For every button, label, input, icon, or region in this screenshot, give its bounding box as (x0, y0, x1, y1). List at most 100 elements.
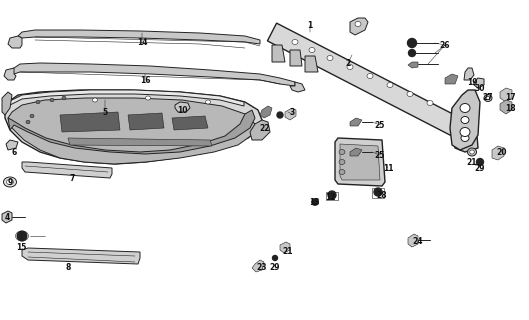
Polygon shape (68, 138, 212, 146)
Circle shape (272, 255, 278, 260)
Text: 26: 26 (440, 41, 450, 50)
Text: 1: 1 (307, 20, 313, 29)
Ellipse shape (292, 39, 298, 44)
Ellipse shape (407, 92, 413, 97)
Polygon shape (2, 211, 12, 223)
Polygon shape (18, 30, 260, 44)
Text: 12: 12 (325, 194, 335, 203)
Text: 14: 14 (137, 37, 147, 46)
Ellipse shape (145, 96, 150, 100)
Polygon shape (8, 36, 22, 48)
Ellipse shape (461, 116, 469, 124)
Text: 21: 21 (467, 157, 477, 166)
Polygon shape (492, 146, 504, 160)
Text: 17: 17 (505, 93, 515, 102)
Polygon shape (408, 234, 418, 247)
Text: 8: 8 (65, 263, 71, 273)
Text: 4: 4 (4, 213, 10, 222)
Text: 23: 23 (257, 263, 267, 273)
Polygon shape (408, 62, 418, 68)
Ellipse shape (205, 100, 211, 104)
Text: 24: 24 (413, 237, 423, 246)
Circle shape (256, 264, 260, 268)
Text: 18: 18 (505, 103, 515, 113)
Polygon shape (6, 140, 18, 150)
Text: 25: 25 (375, 121, 385, 130)
Text: 29: 29 (270, 263, 280, 273)
Ellipse shape (484, 94, 492, 101)
Ellipse shape (6, 179, 14, 185)
Text: 27: 27 (482, 93, 494, 102)
Polygon shape (22, 248, 140, 264)
Polygon shape (290, 50, 302, 66)
Text: 15: 15 (16, 244, 26, 252)
Polygon shape (350, 118, 362, 126)
Polygon shape (280, 242, 290, 253)
Text: 9: 9 (7, 178, 13, 187)
Ellipse shape (367, 74, 373, 78)
Polygon shape (285, 108, 296, 120)
Polygon shape (500, 88, 512, 102)
Polygon shape (128, 113, 164, 130)
Polygon shape (8, 90, 244, 106)
Text: 25: 25 (375, 150, 385, 159)
Text: 16: 16 (140, 76, 150, 84)
Ellipse shape (36, 100, 40, 104)
Circle shape (277, 112, 283, 118)
Ellipse shape (387, 83, 393, 87)
Circle shape (407, 38, 416, 47)
Polygon shape (474, 78, 484, 88)
Ellipse shape (50, 98, 54, 102)
Text: 19: 19 (467, 77, 477, 86)
Ellipse shape (468, 148, 477, 156)
Text: 28: 28 (377, 190, 387, 199)
Circle shape (477, 158, 484, 165)
Polygon shape (500, 100, 512, 114)
Text: 2: 2 (345, 59, 351, 68)
Polygon shape (350, 148, 362, 156)
Text: 10: 10 (177, 106, 187, 115)
Polygon shape (8, 98, 255, 164)
Polygon shape (175, 102, 190, 112)
Ellipse shape (339, 159, 345, 164)
Text: 6: 6 (12, 148, 16, 156)
Circle shape (374, 188, 382, 196)
Polygon shape (335, 138, 385, 186)
Ellipse shape (460, 127, 470, 137)
Polygon shape (5, 90, 262, 164)
Circle shape (328, 191, 336, 199)
Text: 29: 29 (475, 164, 485, 172)
Polygon shape (172, 116, 208, 130)
Polygon shape (4, 68, 16, 80)
Polygon shape (252, 260, 264, 272)
Text: 30: 30 (475, 84, 485, 92)
Ellipse shape (30, 114, 34, 118)
Ellipse shape (62, 96, 66, 100)
Text: 11: 11 (383, 164, 393, 172)
Ellipse shape (470, 150, 475, 154)
Polygon shape (250, 120, 270, 140)
Polygon shape (60, 112, 120, 132)
Ellipse shape (93, 98, 97, 102)
Circle shape (312, 199, 318, 205)
Ellipse shape (339, 149, 345, 155)
Ellipse shape (461, 134, 469, 141)
Ellipse shape (4, 177, 16, 187)
Text: 21: 21 (282, 247, 293, 257)
Text: 20: 20 (497, 148, 507, 156)
Ellipse shape (339, 170, 345, 174)
Text: 5: 5 (103, 108, 107, 116)
Ellipse shape (460, 103, 470, 113)
Ellipse shape (347, 65, 353, 69)
Text: 13: 13 (309, 197, 319, 206)
Text: 7: 7 (69, 173, 75, 182)
Text: 3: 3 (289, 108, 295, 116)
Polygon shape (272, 45, 285, 62)
Polygon shape (340, 144, 380, 180)
Polygon shape (22, 162, 112, 178)
Polygon shape (260, 106, 272, 118)
Polygon shape (305, 56, 318, 72)
Text: 22: 22 (260, 124, 270, 132)
Ellipse shape (427, 100, 433, 106)
Polygon shape (350, 18, 368, 35)
